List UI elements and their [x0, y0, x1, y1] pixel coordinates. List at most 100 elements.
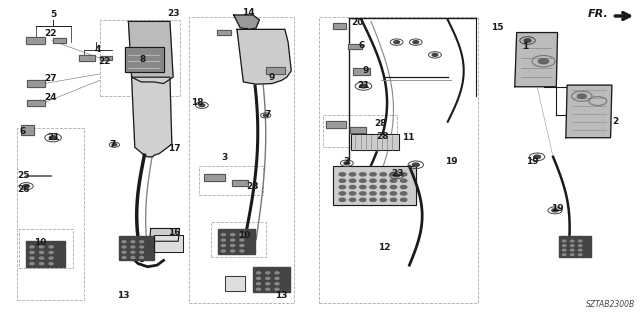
Text: 17: 17 [168, 144, 180, 153]
Circle shape [563, 254, 566, 256]
Circle shape [339, 198, 346, 201]
Bar [26, 37, 45, 44]
Text: 24: 24 [44, 93, 57, 102]
Circle shape [221, 244, 225, 246]
Text: 21: 21 [357, 81, 370, 90]
Bar [218, 229, 255, 254]
Circle shape [199, 104, 205, 107]
Bar [53, 38, 66, 43]
Bar [19, 228, 73, 268]
Circle shape [370, 198, 376, 201]
Text: 8: 8 [140, 55, 145, 64]
Circle shape [30, 252, 34, 253]
Text: 23: 23 [167, 9, 179, 18]
Circle shape [112, 144, 116, 146]
Bar [119, 236, 154, 260]
Text: 15: 15 [492, 23, 504, 32]
Bar [323, 116, 397, 147]
Bar [225, 276, 244, 291]
Circle shape [23, 185, 29, 188]
Bar [232, 180, 248, 186]
Circle shape [380, 198, 387, 201]
Text: 10: 10 [239, 231, 251, 240]
Circle shape [131, 246, 135, 248]
Text: 5: 5 [50, 10, 56, 19]
Circle shape [349, 179, 356, 182]
Bar [350, 127, 366, 132]
Circle shape [30, 246, 34, 248]
Bar [53, 38, 66, 43]
Text: 28: 28 [246, 182, 259, 191]
Polygon shape [234, 15, 259, 29]
Circle shape [380, 173, 387, 176]
Circle shape [30, 257, 34, 259]
Bar [198, 166, 262, 195]
Bar [154, 235, 182, 252]
Text: 19: 19 [525, 157, 538, 166]
Circle shape [275, 283, 279, 285]
Circle shape [577, 94, 586, 99]
Circle shape [570, 245, 574, 246]
Text: 28: 28 [374, 119, 387, 128]
Bar [204, 174, 225, 181]
Circle shape [380, 186, 387, 189]
Circle shape [360, 84, 367, 88]
Circle shape [339, 192, 346, 195]
Circle shape [413, 41, 419, 44]
Circle shape [563, 240, 566, 242]
Circle shape [380, 192, 387, 195]
Bar [27, 100, 45, 106]
Circle shape [390, 173, 397, 176]
Circle shape [390, 179, 397, 182]
Text: 23: 23 [392, 169, 404, 178]
Circle shape [275, 277, 279, 279]
Circle shape [122, 246, 126, 248]
Circle shape [131, 241, 135, 243]
Circle shape [230, 239, 235, 241]
Bar [100, 56, 112, 60]
Circle shape [349, 198, 356, 201]
Bar [253, 268, 290, 292]
Text: 2: 2 [612, 116, 618, 126]
Circle shape [240, 234, 244, 236]
Circle shape [49, 257, 53, 259]
Circle shape [552, 209, 558, 212]
Bar [79, 55, 95, 61]
Bar [326, 122, 346, 128]
Text: 22: 22 [44, 29, 57, 38]
Circle shape [401, 186, 407, 189]
Circle shape [344, 162, 349, 164]
Circle shape [230, 250, 235, 252]
Circle shape [412, 163, 419, 166]
Bar [348, 44, 362, 50]
Circle shape [40, 257, 44, 259]
Polygon shape [132, 77, 172, 157]
Bar [100, 56, 112, 60]
Circle shape [349, 173, 356, 176]
Bar [351, 134, 399, 150]
Circle shape [339, 173, 346, 176]
Polygon shape [515, 33, 557, 87]
Polygon shape [150, 228, 179, 241]
Circle shape [257, 277, 260, 279]
Circle shape [524, 39, 531, 42]
Text: 18: 18 [191, 98, 204, 107]
Circle shape [131, 257, 135, 259]
Text: 3: 3 [344, 157, 350, 166]
Circle shape [579, 245, 582, 246]
Circle shape [266, 272, 270, 274]
Circle shape [563, 245, 566, 246]
Circle shape [275, 288, 279, 290]
Circle shape [230, 244, 235, 246]
Bar [333, 23, 346, 29]
Circle shape [131, 251, 135, 253]
Circle shape [579, 249, 582, 251]
Circle shape [40, 252, 44, 253]
Circle shape [390, 198, 397, 201]
Bar [266, 67, 285, 74]
Circle shape [339, 186, 346, 189]
Bar [266, 67, 285, 74]
Circle shape [40, 263, 44, 265]
Circle shape [140, 241, 143, 243]
Circle shape [390, 186, 397, 189]
